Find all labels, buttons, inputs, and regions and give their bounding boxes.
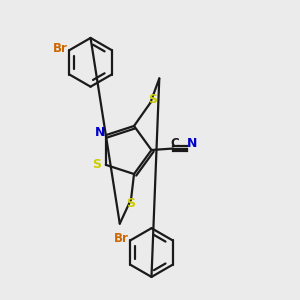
Text: Br: Br: [114, 232, 129, 245]
Text: N: N: [95, 126, 105, 139]
Text: N: N: [187, 137, 197, 150]
Text: C: C: [170, 137, 179, 150]
Text: S: S: [148, 93, 157, 106]
Text: Br: Br: [53, 42, 68, 55]
Text: S: S: [92, 158, 101, 171]
Text: S: S: [127, 197, 136, 210]
